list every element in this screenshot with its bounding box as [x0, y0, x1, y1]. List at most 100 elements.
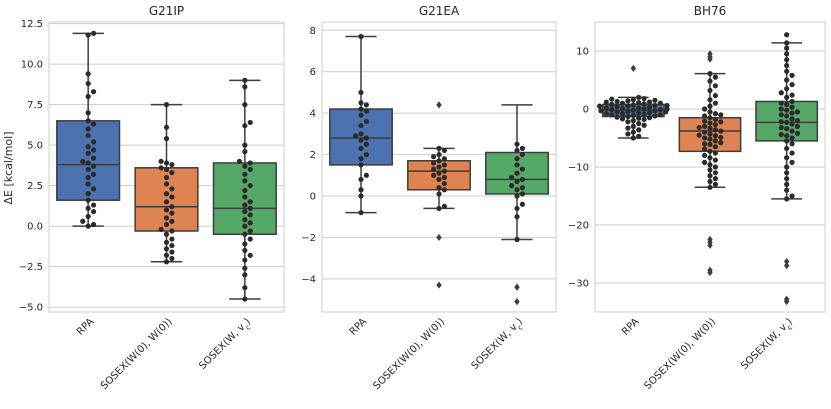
- data-point: [718, 119, 724, 125]
- data-point: [702, 146, 708, 152]
- data-point: [363, 151, 369, 158]
- data-point: [789, 135, 795, 141]
- data-point: [646, 99, 653, 105]
- data-point: [619, 105, 626, 112]
- figure-ylabel: ΔE [kcal/mol]: [2, 132, 15, 205]
- data-point: [163, 160, 170, 166]
- data-point: [707, 97, 713, 103]
- data-point: [712, 150, 719, 156]
- data-point: [247, 183, 253, 189]
- data-point: [609, 106, 615, 113]
- data-point: [603, 105, 609, 111]
- data-point: [625, 113, 631, 120]
- data-point: [441, 156, 447, 162]
- data-point: [636, 94, 642, 100]
- data-point: [441, 168, 447, 174]
- data-point: [712, 111, 719, 117]
- data-point: [636, 133, 642, 139]
- data-point: [789, 116, 795, 122]
- data-point: [519, 166, 526, 172]
- y-tick-label: 2: [310, 150, 316, 161]
- data-point: [441, 147, 447, 154]
- data-point: [636, 100, 642, 106]
- data-point: [619, 100, 626, 106]
- box-3: [755, 32, 819, 306]
- chart-title: G21EA: [419, 4, 460, 18]
- data-point: [509, 174, 515, 180]
- data-point: [778, 100, 784, 106]
- data-point: [436, 170, 442, 176]
- data-point: [712, 181, 719, 187]
- data-point: [163, 136, 170, 142]
- data-point: [358, 176, 364, 183]
- data-point: [718, 134, 724, 141]
- data-point: [85, 110, 91, 116]
- outlier-marker: [514, 298, 520, 306]
- data-point: [169, 204, 175, 210]
- data-point: [242, 171, 248, 177]
- data-point: [614, 114, 620, 120]
- data-point: [514, 205, 520, 212]
- data-point: [85, 197, 91, 203]
- data-point: [247, 220, 253, 226]
- data-point: [784, 113, 790, 119]
- x-tick-label: SOSEX(W, vc): [197, 316, 255, 374]
- data-point: [242, 296, 248, 302]
- data-point: [363, 141, 369, 147]
- data-point: [163, 199, 170, 205]
- data-point: [652, 113, 658, 119]
- data-point: [702, 152, 708, 158]
- data-point: [242, 102, 248, 108]
- data-point: [242, 231, 248, 237]
- x-tick-label: SOSEX(W(0), W(0)): [371, 316, 447, 392]
- outlier-marker: [707, 241, 713, 249]
- data-point: [707, 173, 713, 179]
- data-point: [712, 157, 719, 163]
- data-point: [712, 170, 719, 176]
- data-point: [789, 110, 795, 116]
- data-point: [712, 144, 719, 150]
- data-point: [702, 129, 708, 135]
- data-point: [247, 252, 253, 258]
- data-point: [657, 106, 663, 113]
- data-point: [784, 196, 790, 202]
- chart-title: BH76: [694, 4, 727, 18]
- data-point: [90, 139, 97, 145]
- data-point: [85, 181, 91, 187]
- data-point: [158, 165, 164, 171]
- data-point: [163, 231, 170, 237]
- data-point: [784, 126, 790, 132]
- data-point: [247, 205, 253, 211]
- data-point: [625, 98, 631, 104]
- data-point: [358, 100, 364, 106]
- y-tick-label: 2.5: [27, 181, 43, 192]
- data-point: [614, 104, 620, 110]
- data-point: [514, 236, 520, 243]
- data-point: [630, 123, 636, 129]
- data-point: [431, 172, 437, 178]
- data-point: [630, 107, 636, 113]
- data-point: [247, 212, 253, 218]
- data-point: [242, 194, 248, 200]
- data-point: [609, 96, 615, 102]
- data-point: [242, 272, 248, 278]
- data-point: [363, 118, 369, 125]
- data-point: [652, 97, 658, 103]
- data-point: [707, 136, 713, 142]
- y-tick-label: −2: [301, 233, 316, 244]
- data-point: [236, 158, 243, 164]
- data-point: [784, 133, 790, 139]
- y-tick-label: 0.0: [27, 222, 43, 233]
- data-point: [242, 178, 248, 184]
- data-point: [85, 174, 91, 181]
- data-point: [712, 127, 719, 133]
- data-point: [247, 119, 253, 126]
- data-point: [646, 104, 653, 110]
- outlier-marker: [707, 268, 713, 277]
- data-point: [358, 193, 364, 199]
- data-point: [163, 166, 170, 173]
- data-point: [169, 249, 175, 255]
- y-tick-label: 12.5: [21, 19, 43, 30]
- data-point: [778, 131, 784, 138]
